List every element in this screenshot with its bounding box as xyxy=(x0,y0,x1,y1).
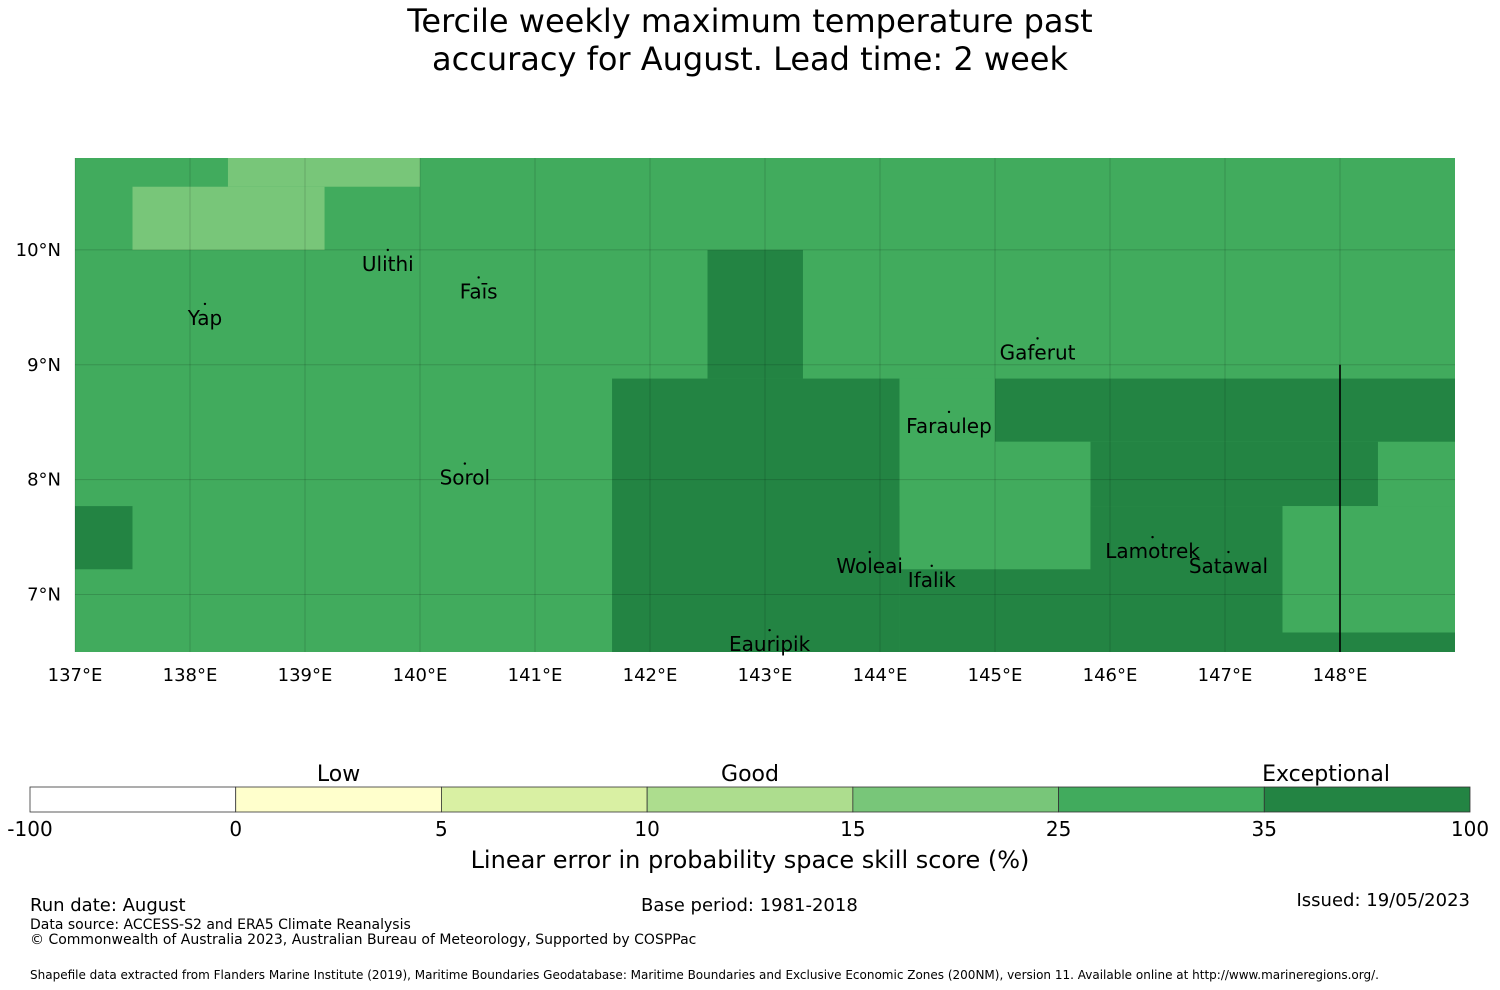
colorbar-bin xyxy=(852,786,1059,813)
island-marker xyxy=(947,410,951,414)
colorbar-axis-label: Linear error in probability space skill … xyxy=(471,846,1030,874)
longitude-tick-label: 140°E xyxy=(393,665,448,686)
island-marker xyxy=(1036,337,1039,340)
place-label: Satawal xyxy=(1189,554,1268,578)
skill-cell xyxy=(75,158,228,181)
island-marker xyxy=(477,276,480,279)
island-marker xyxy=(930,564,933,568)
run-date: Run date: August xyxy=(30,895,186,916)
place-label: Ulithi xyxy=(362,252,414,276)
colorbar-tick-label: -100 xyxy=(7,817,52,841)
longitude-tick-label: 138°E xyxy=(163,665,218,686)
skill-cell xyxy=(227,158,420,187)
colorbar-category-label: Low xyxy=(317,762,360,787)
colorbar-bin xyxy=(646,786,854,813)
colorbar-tick-label: 100 xyxy=(1451,817,1489,841)
title-line-1: Tercile weekly maximum temperature past xyxy=(407,2,1093,40)
place-label: Lamotrek xyxy=(1105,539,1200,563)
longitude-tick-label: 148°E xyxy=(1313,665,1368,686)
skill-cell xyxy=(1377,441,1455,507)
longitude-tick-label: 141°E xyxy=(508,665,563,686)
data-source: Data source: ACCESS-S2 and ERA5 Climate … xyxy=(30,917,411,933)
title-line-2: accuracy for August. Lead time: 2 week xyxy=(432,40,1068,78)
island-marker xyxy=(463,462,467,465)
island-marker xyxy=(868,550,871,554)
island-marker xyxy=(768,628,771,632)
place-label: Yap xyxy=(187,306,222,330)
longitude-tick-label: 146°E xyxy=(1083,665,1138,686)
colorbar-tick-label: 15 xyxy=(840,817,865,841)
colorbar-tick-label: 5 xyxy=(435,817,448,841)
place-labels: Ulithi Faīs Yap Gaferut Faraulep Sorol WoleaiI… xyxy=(187,248,1268,656)
skill-cell xyxy=(899,378,995,570)
latitude-tick-label: 10°N xyxy=(16,240,61,261)
colorbar-category-label: Exceptional xyxy=(1262,762,1390,787)
colorbar-bin xyxy=(441,786,648,813)
skill-cell xyxy=(132,186,325,250)
colorbar-category-label: Good xyxy=(721,762,779,787)
skill-map: Ulithi Faīs Yap Gaferut Faraulep Sorol WoleaiI… xyxy=(16,158,1455,686)
island-marker xyxy=(203,302,207,306)
longitude-tick-label: 139°E xyxy=(278,665,333,686)
longitude-tick-label: 144°E xyxy=(853,665,908,686)
longitude-tick-label: 143°E xyxy=(738,665,793,686)
skill-cell xyxy=(995,378,1455,442)
skill-cell xyxy=(612,378,900,652)
longitude-tick-label: 142°E xyxy=(623,665,678,686)
longitude-tick-label: 147°E xyxy=(1198,665,1253,686)
map-cells xyxy=(75,158,1455,652)
shapefile-credit: Shapefile data extracted from Flanders M… xyxy=(30,968,1379,982)
colorbar-bin xyxy=(235,786,442,813)
place-label: Gaferut xyxy=(1000,340,1076,364)
issued-date: Issued: 19/05/2023 xyxy=(1296,890,1470,911)
place-label: Ifalik xyxy=(908,568,956,592)
colorbar-tick-labels: -100 0 5 10 15 25 35 100 xyxy=(7,817,1489,841)
longitude-tick-label: 137°E xyxy=(48,665,103,686)
colorbar-category-labels: Low Good Exceptional xyxy=(317,762,1390,787)
latitude-tick-label: 9°N xyxy=(27,355,61,376)
longitude-tick-labels: 137°E 138°E 139°E 140°E 141°E 142°E 143°E 144°E… xyxy=(48,665,1368,686)
island-marker xyxy=(1151,535,1154,539)
colorbar-tick-label: 25 xyxy=(1046,817,1071,841)
base-period: Base period: 1981-2018 xyxy=(641,895,858,916)
skill-cell xyxy=(1282,632,1455,652)
latitude-tick-label: 7°N xyxy=(27,585,61,606)
skill-cell xyxy=(1282,506,1455,633)
latitude-tick-label: 8°N xyxy=(27,470,61,491)
colorbar-tick-label: 10 xyxy=(634,817,659,841)
longitude-tick-label: 145°E xyxy=(968,665,1023,686)
skill-cell xyxy=(707,249,803,379)
copyright-note: © Commonwealth of Australia 2023, Austra… xyxy=(30,932,697,948)
colorbar-tick-label: 0 xyxy=(229,817,242,841)
colorbar-bins xyxy=(29,786,1471,813)
colorbar-tick-label: 35 xyxy=(1252,817,1277,841)
place-label: Faīs xyxy=(460,279,498,303)
chart-title: Tercile weekly maximum temperature past … xyxy=(0,2,1500,78)
latitude-tick-labels: 10°N 9°N 8°N 7°N xyxy=(16,240,61,606)
place-label: Sorol xyxy=(440,466,491,490)
place-label: Faraulep xyxy=(906,414,992,438)
colorbar-bin xyxy=(1058,786,1265,813)
skill-cell xyxy=(995,441,1091,570)
colorbar-bin xyxy=(1263,786,1471,813)
island-marker xyxy=(386,248,389,252)
place-label: Woleai xyxy=(836,554,903,578)
colorbar-bin xyxy=(29,786,237,813)
skill-cell xyxy=(75,506,133,570)
island-marker xyxy=(1227,550,1230,554)
place-label: Eauripik xyxy=(729,632,811,656)
